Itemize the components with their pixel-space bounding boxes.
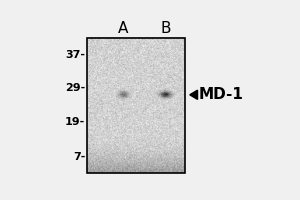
Text: A: A	[118, 21, 129, 36]
Text: 7-: 7-	[73, 152, 85, 162]
Text: 29-: 29-	[65, 83, 85, 93]
Text: MD-1: MD-1	[199, 87, 244, 102]
Bar	[88, 38, 185, 173]
Text: B: B	[160, 21, 171, 36]
Text: 19-: 19-	[65, 117, 85, 127]
Text: 37-: 37-	[65, 50, 85, 60]
Polygon shape	[190, 90, 197, 99]
